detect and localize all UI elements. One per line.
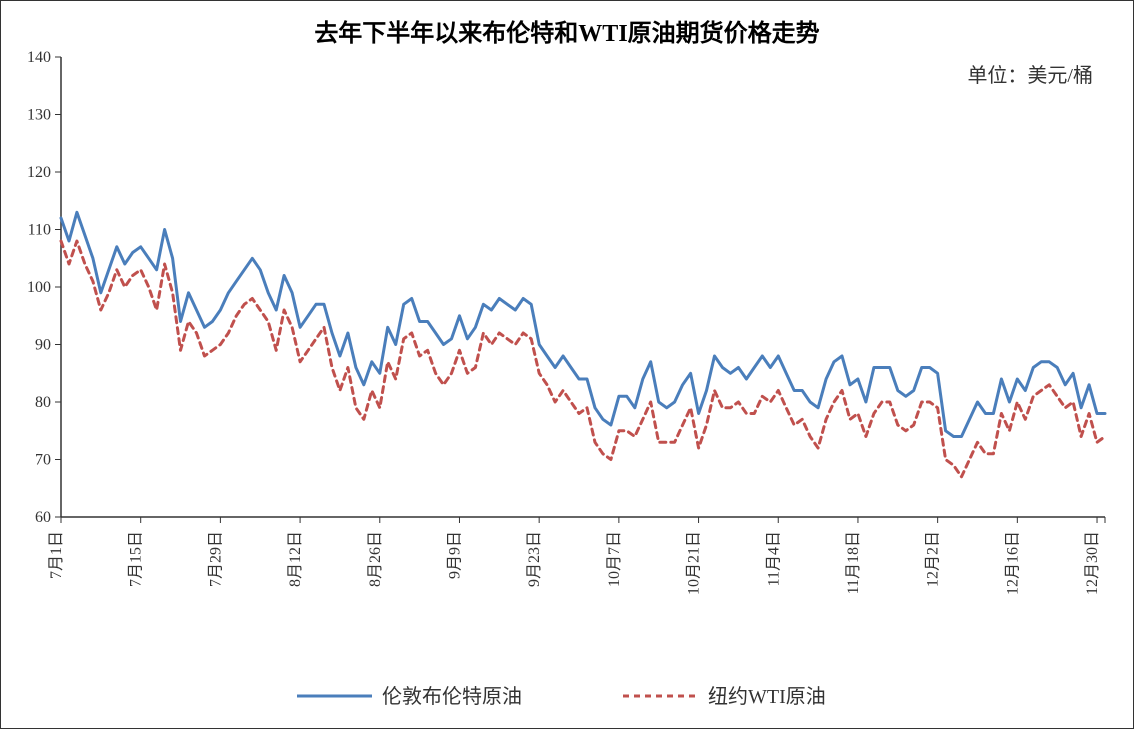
svg-text:80: 80: [35, 394, 51, 411]
svg-text:140: 140: [27, 49, 51, 66]
svg-text:8月12日: 8月12日: [287, 531, 304, 587]
svg-text:60: 60: [35, 509, 51, 526]
svg-text:130: 130: [27, 107, 51, 124]
svg-text:12月30日: 12月30日: [1084, 531, 1101, 595]
svg-text:伦敦布伦特原油: 伦敦布伦特原油: [382, 685, 522, 708]
svg-text:11月4日: 11月4日: [765, 531, 782, 586]
svg-text:11月18日: 11月18日: [845, 531, 862, 594]
svg-text:7月1日: 7月1日: [48, 531, 65, 579]
svg-text:10月21日: 10月21日: [686, 531, 703, 595]
svg-text:120: 120: [27, 164, 51, 181]
svg-text:7月15日: 7月15日: [128, 531, 145, 587]
svg-text:12月16日: 12月16日: [1004, 531, 1021, 595]
svg-text:12月2日: 12月2日: [925, 531, 942, 587]
svg-text:8月26日: 8月26日: [367, 531, 384, 587]
svg-text:90: 90: [35, 337, 51, 354]
svg-text:9月23日: 9月23日: [526, 531, 543, 587]
svg-text:10月7日: 10月7日: [606, 531, 623, 587]
svg-text:70: 70: [35, 452, 51, 469]
unit-label: 单位：美元/桶: [967, 59, 1093, 88]
chart-title: 去年下半年以来布伦特和WTI原油期货价格走势: [1, 13, 1133, 48]
oil-price-chart: 去年下半年以来布伦特和WTI原油期货价格走势 单位：美元/桶 60 70 80 90 1…: [0, 0, 1134, 729]
svg-text:9月9日: 9月9日: [446, 531, 463, 579]
svg-text:7月29日: 7月29日: [207, 531, 224, 587]
svg-text:纽约WTI原油: 纽约WTI原油: [708, 685, 826, 708]
chart-canvas: 60 70 80 90 100 110 120 130 140 7月1日 7月15日 7月29日 8月1…: [1, 1, 1134, 730]
svg-text:100: 100: [27, 279, 51, 296]
svg-text:110: 110: [28, 222, 51, 239]
